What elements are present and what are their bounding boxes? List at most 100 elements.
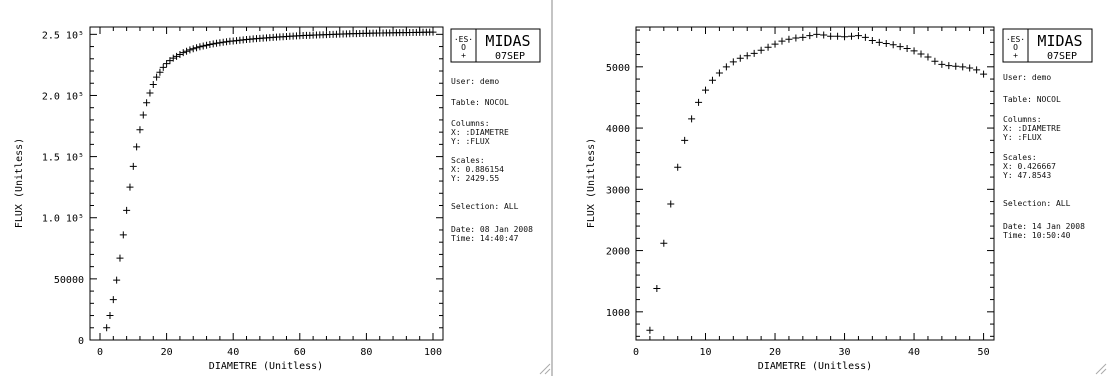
eso-mark-cross: + xyxy=(1013,51,1018,60)
resize-grip[interactable] xyxy=(539,363,551,375)
axis-ticks: 0 10 20 30 40 50 1000 2000 3000 4000 5000 xyxy=(606,27,994,358)
plot-info-block: User: demo Table: NOCOL Columns: X: :DIA… xyxy=(1003,73,1085,240)
x-axis-label: DIAMETRE (Unitless) xyxy=(209,361,323,372)
data-point xyxy=(429,28,437,36)
data-point xyxy=(750,49,758,57)
y-tick-label: 1.0 10⁵ xyxy=(42,214,84,225)
data-point xyxy=(119,231,127,239)
y-tick-label: 2000 xyxy=(606,247,630,258)
x-tick-label: 0 xyxy=(633,347,639,358)
info-table: Table: NOCOL xyxy=(451,98,509,107)
x-tick-label: 50 xyxy=(978,347,990,358)
data-point xyxy=(129,162,137,170)
midas-version: 07SEP xyxy=(1047,51,1077,62)
midas-version: 07SEP xyxy=(495,51,525,62)
data-point xyxy=(708,76,716,84)
plot-frame xyxy=(89,26,444,341)
data-point xyxy=(799,33,807,41)
data-point xyxy=(143,99,151,107)
data-point xyxy=(674,163,682,171)
data-point xyxy=(785,35,793,43)
data-point xyxy=(106,312,114,320)
data-point xyxy=(841,33,849,41)
info-col-y: Y: :FLUX xyxy=(451,137,490,146)
data-point xyxy=(889,41,897,49)
info-user: User: demo xyxy=(451,77,499,86)
info-time: Time: 10:50:40 xyxy=(1003,231,1071,240)
data-point xyxy=(109,296,117,304)
data-point xyxy=(688,115,696,123)
x-axis-label: DIAMETRE (Unitless) xyxy=(758,361,872,372)
data-point xyxy=(646,326,654,334)
eso-mark-cross: + xyxy=(461,51,466,60)
info-col-x: X: :DIAMETRE xyxy=(1003,124,1061,133)
data-point xyxy=(206,40,214,48)
data-point xyxy=(854,32,862,40)
data-point xyxy=(159,63,167,71)
data-point xyxy=(931,57,939,65)
logo-frame xyxy=(1002,28,1093,63)
data-point xyxy=(179,49,187,57)
data-point xyxy=(792,34,800,42)
data-point xyxy=(153,73,161,81)
axis-ticks: 0 20 40 60 80 100 0 50000 1.0 10⁵ 1.5 10⁵ 2.0 10⁵ 2… xyxy=(42,27,443,358)
data-point xyxy=(667,200,675,208)
data-point xyxy=(917,50,925,58)
info-user: User: demo xyxy=(1003,73,1051,82)
data-points xyxy=(646,30,988,334)
data-point xyxy=(729,58,737,66)
data-point xyxy=(186,46,194,54)
data-point xyxy=(196,43,204,51)
data-point xyxy=(103,324,111,332)
x-tick-label: 60 xyxy=(294,347,306,358)
info-scale-y: Y: 47.8543 xyxy=(1003,171,1051,180)
data-point xyxy=(136,126,144,134)
y-tick-label: 1.5 10⁵ xyxy=(42,153,84,164)
data-point xyxy=(193,44,201,52)
info-columns-title: Columns: xyxy=(451,119,490,128)
data-point xyxy=(910,47,918,55)
y-tick-label: 1000 xyxy=(606,308,630,319)
data-point xyxy=(861,33,869,41)
data-point xyxy=(847,32,855,40)
data-point xyxy=(778,37,786,45)
data-point xyxy=(189,45,197,53)
data-point xyxy=(813,30,821,38)
data-point xyxy=(771,40,779,48)
resize-grip[interactable] xyxy=(1095,363,1107,375)
y-tick-label: 2.0 10⁵ xyxy=(42,91,84,102)
data-point xyxy=(924,53,932,61)
y-axis-label: FLUX (Unitless) xyxy=(14,138,25,228)
midas-logo: ·ES· O + MIDAS 07SEP xyxy=(1002,28,1093,63)
left-plot-panel: 0 20 40 60 80 100 0 50000 1.0 10⁵ 1.5 10⁵ 2.0 10⁵ 2… xyxy=(14,26,551,375)
data-point xyxy=(133,143,141,151)
data-point xyxy=(743,52,751,60)
midas-brand: MIDAS xyxy=(485,32,530,50)
data-point xyxy=(806,32,814,40)
eso-mark-o: O xyxy=(461,43,466,52)
data-point xyxy=(199,42,207,50)
eso-mark: ·ES· xyxy=(454,35,473,44)
info-columns-title: Columns: xyxy=(1003,115,1042,124)
data-point xyxy=(126,183,134,191)
plot-info-block: User: demo Table: NOCOL Columns: X: :DIA… xyxy=(451,77,533,243)
data-point xyxy=(945,62,953,70)
data-point xyxy=(203,41,211,49)
data-point xyxy=(966,64,974,72)
data-point xyxy=(146,89,154,97)
data-point xyxy=(660,239,668,247)
data-point xyxy=(653,285,661,293)
data-point xyxy=(702,86,710,94)
data-points xyxy=(103,28,437,332)
left-chart: 0 20 40 60 80 100 0 50000 1.0 10⁵ 1.5 10⁵ 2.0 10⁵ 2… xyxy=(14,26,444,372)
data-point xyxy=(952,62,960,70)
data-point xyxy=(896,43,904,51)
y-axis-label: FLUX (Unitless) xyxy=(586,138,597,228)
data-point xyxy=(973,66,981,74)
data-point xyxy=(868,36,876,44)
right-plot-panel: 0 10 20 30 40 50 1000 2000 3000 4000 5000 DIAMETRE… xyxy=(586,26,1107,375)
data-point xyxy=(139,111,147,119)
plot-frame xyxy=(635,26,995,341)
data-point xyxy=(764,43,772,51)
